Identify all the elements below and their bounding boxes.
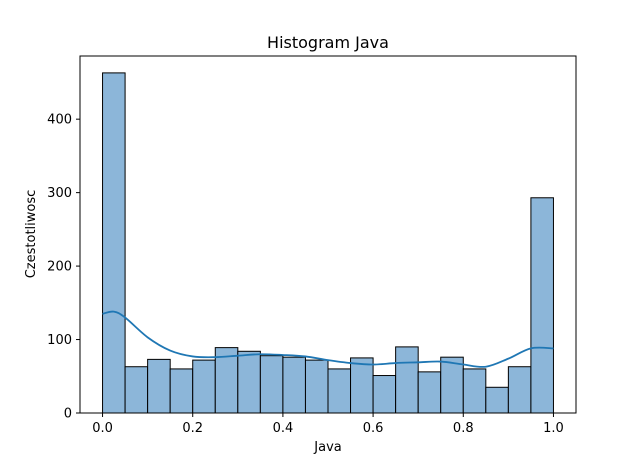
x-tick-label: 0.8 (453, 421, 474, 436)
histogram-bar (507, 366, 532, 414)
histogram-bar (102, 72, 126, 414)
histogram-bar (282, 356, 306, 414)
histogram-bar (124, 366, 149, 414)
histogram-bar (372, 375, 397, 414)
y-tick-label: 200 (47, 260, 72, 275)
x-tick-label: 0.2 (182, 421, 203, 436)
histogram-bar (350, 357, 374, 414)
x-tick-label: 0.4 (273, 421, 294, 436)
histogram-bar (417, 371, 442, 414)
x-tick-label: 0.0 (92, 421, 113, 436)
histogram-bar (304, 359, 329, 414)
histogram-bar (530, 197, 554, 414)
y-tick-label: 100 (47, 333, 72, 348)
x-tick-label: 1.0 (543, 421, 564, 436)
chart-title: Histogram Java (267, 33, 389, 52)
histogram-bar (440, 356, 464, 414)
y-axis-ticks: 0 100 200 300 400 (47, 113, 80, 422)
histogram-bar (462, 368, 487, 414)
histogram-bar (485, 386, 509, 414)
y-axis-label: Czestotliwosc (24, 190, 39, 279)
x-axis-ticks: 0.0 0.2 0.4 0.6 0.8 1.0 (92, 413, 564, 436)
histogram-bar (192, 359, 216, 414)
y-tick-label: 300 (47, 186, 72, 201)
y-tick-label: 400 (47, 113, 72, 128)
histogram-bar (259, 355, 284, 414)
kde-curve (102, 310, 554, 368)
y-tick-label: 0 (64, 407, 72, 422)
bars-layer (102, 72, 554, 414)
plot-frame (79, 55, 577, 414)
histogram-bar (147, 358, 171, 414)
histogram-bar (169, 368, 194, 414)
histogram-bar (237, 350, 261, 414)
x-tick-label: 0.6 (363, 421, 384, 436)
x-axis-label: Java (313, 440, 341, 455)
histogram-bar (395, 346, 419, 414)
histogram-bar (327, 368, 352, 414)
